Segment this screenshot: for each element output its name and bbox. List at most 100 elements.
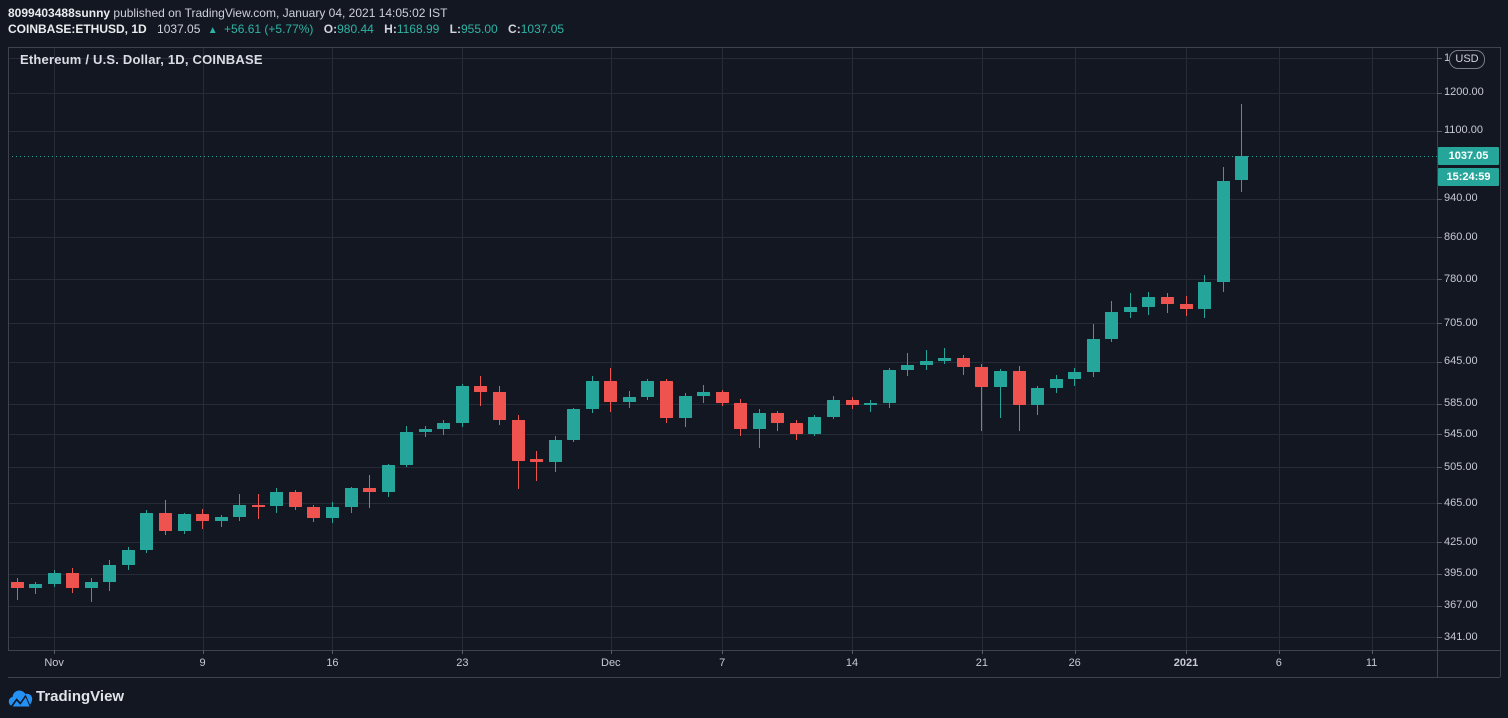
time-tick-label: 16 xyxy=(326,657,339,669)
grid-hline-505 xyxy=(8,467,1437,469)
candle-2020-10-30 xyxy=(10,581,24,589)
candle-2020-12-02 xyxy=(622,397,636,403)
grid-hline-425 xyxy=(8,542,1437,544)
tradingview-logo-icon[interactable] xyxy=(8,687,33,710)
time-tick-mark xyxy=(54,650,56,654)
price-tick-label: 367.00 xyxy=(1444,599,1478,612)
candle-2020-11-29 xyxy=(567,409,581,441)
price-tick-label: 341.00 xyxy=(1444,630,1478,643)
candle-2021-01-02 xyxy=(1198,282,1212,309)
currency-unit-button[interactable]: USD xyxy=(1449,50,1485,69)
grid-hline-780 xyxy=(8,279,1437,281)
time-tick-mark xyxy=(1278,650,1280,654)
price-tick-label: 940.00 xyxy=(1444,192,1478,205)
candle-2020-11-15 xyxy=(307,506,321,519)
low-value: 955.00 xyxy=(461,22,498,36)
price-tick-label: 585.00 xyxy=(1444,397,1478,410)
price-tick-mark xyxy=(1437,573,1442,575)
grid-vline-21 xyxy=(981,47,983,650)
price-tick-mark xyxy=(1437,434,1442,436)
grid-vline-26 xyxy=(1074,47,1076,650)
grid-vline-16 xyxy=(332,47,334,650)
price-tick-mark xyxy=(1437,637,1442,639)
candle-2020-11-16 xyxy=(325,506,339,519)
candle-2020-11-13 xyxy=(270,492,284,506)
candle-2020-12-03 xyxy=(641,381,655,398)
time-axis-top-border xyxy=(8,650,1500,651)
brand-name: TradingView xyxy=(36,688,125,705)
candle-2020-11-10 xyxy=(214,517,228,522)
chart-canvas[interactable] xyxy=(8,47,1437,650)
candle-2021-01-03 xyxy=(1216,180,1230,283)
candle-2020-12-14 xyxy=(845,400,859,406)
candle-2020-12-27 xyxy=(1086,338,1100,372)
grid-hline-940 xyxy=(8,198,1437,200)
grid-hline-1200 xyxy=(8,92,1437,94)
candle-2020-11-27 xyxy=(530,458,544,463)
price-tick-label: 1100.00 xyxy=(1444,124,1483,137)
candle-2020-11-08 xyxy=(177,513,191,532)
pane-left-border xyxy=(8,47,9,650)
candle-2020-12-16 xyxy=(882,369,896,404)
candle-2020-11-30 xyxy=(585,381,599,410)
price-tick-mark xyxy=(1437,92,1442,94)
price-tick-label: 780.00 xyxy=(1444,272,1478,285)
time-tick-mark xyxy=(610,650,612,654)
candle-2020-12-24 xyxy=(1031,387,1045,405)
time-tick-label: 26 xyxy=(1068,657,1081,669)
price-tick-label: 425.00 xyxy=(1444,535,1478,548)
time-tick-label: 6 xyxy=(1275,657,1282,669)
time-tick-label: 14 xyxy=(845,657,859,669)
grid-hline-1100 xyxy=(8,130,1437,132)
time-axis[interactable]: Nov 9 16 23 Dec 7 14 21 26 2021 6 11 xyxy=(8,650,1500,677)
grid-hline-367 xyxy=(8,605,1437,607)
candle-2020-12-08 xyxy=(734,403,748,429)
candle-2020-11-05 xyxy=(121,550,135,566)
price-tick-mark xyxy=(1437,198,1442,200)
price-tick-label: 645.00 xyxy=(1444,355,1478,368)
candle-2020-11-09 xyxy=(196,513,210,522)
candle-2020-12-30 xyxy=(1142,297,1156,308)
time-tick-label: 11 xyxy=(1365,657,1378,669)
candle-2020-11-18 xyxy=(363,487,377,493)
grid-hline-341 xyxy=(8,637,1437,639)
price-tick-label: 860.00 xyxy=(1444,230,1478,243)
time-tick-mark xyxy=(462,650,464,654)
grid-hline-860 xyxy=(8,237,1437,239)
close-value: 1037.05 xyxy=(520,22,565,36)
grid-vline-7 xyxy=(722,47,724,650)
candle-2020-12-01 xyxy=(604,381,618,403)
price-tick-mark xyxy=(1437,361,1442,363)
open-label: O: xyxy=(323,22,338,36)
bar-countdown-badge: 15:24:59 xyxy=(1438,168,1499,187)
chart-title: Ethereum / U.S. Dollar, 1D, COINBASE xyxy=(20,52,263,67)
candle-wick-2020-12-22 xyxy=(999,369,1001,419)
candle-wick-2020-12-21 xyxy=(981,364,983,432)
time-tick-label: 7 xyxy=(719,657,726,669)
price-tick-mark xyxy=(1437,467,1442,469)
candle-wick-2021-01-04 xyxy=(1241,104,1243,192)
time-tick-mark xyxy=(1371,650,1373,654)
grid-hline-705 xyxy=(8,323,1437,325)
last-price-line xyxy=(8,156,1437,158)
candle-2020-12-31 xyxy=(1160,297,1174,305)
publisher-name: 8099403488sunny xyxy=(8,6,111,20)
price-axis[interactable]: 1300.001200.001100.00940.00860.00780.007… xyxy=(1437,47,1500,650)
candle-2020-12-12 xyxy=(808,416,822,435)
price-tick-label: 545.00 xyxy=(1444,427,1478,440)
candle-2020-12-19 xyxy=(938,357,952,361)
candle-2021-01-01 xyxy=(1179,304,1193,309)
candle-2020-12-06 xyxy=(697,392,711,397)
candle-2020-11-03 xyxy=(84,581,98,589)
price-tick-mark xyxy=(1437,279,1442,281)
candle-2020-12-20 xyxy=(956,357,970,367)
last-price-badge: 1037.05 xyxy=(1438,147,1499,166)
candle-wick-2020-12-18 xyxy=(925,350,927,370)
price-tick-mark xyxy=(1437,503,1442,505)
candle-2020-11-20 xyxy=(400,432,414,465)
candle-2020-12-23 xyxy=(1012,371,1026,405)
candle-2021-01-04 xyxy=(1235,156,1249,181)
time-tick-label: 2021 xyxy=(1173,657,1199,669)
open-value: 980.44 xyxy=(337,22,374,36)
time-tick-label: 23 xyxy=(456,657,469,669)
